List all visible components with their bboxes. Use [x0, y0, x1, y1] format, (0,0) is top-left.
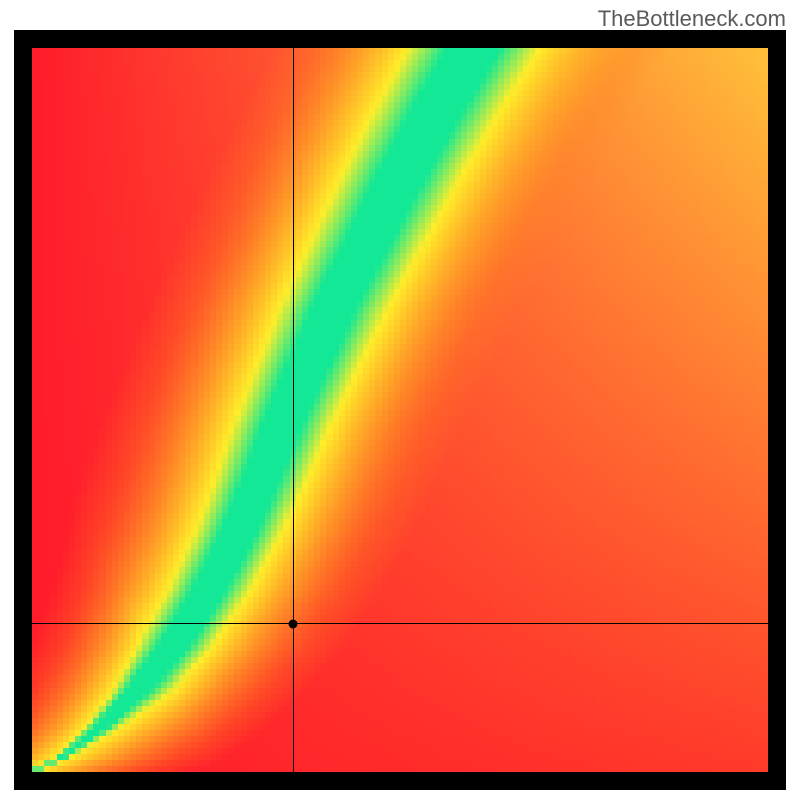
plot-area [32, 48, 768, 772]
crosshair-horizontal [32, 623, 768, 624]
plot-frame [14, 30, 786, 790]
heatmap-canvas [32, 48, 768, 772]
crosshair-vertical [293, 48, 294, 772]
crosshair-marker [289, 619, 298, 628]
watermark-text: TheBottleneck.com [598, 6, 786, 32]
